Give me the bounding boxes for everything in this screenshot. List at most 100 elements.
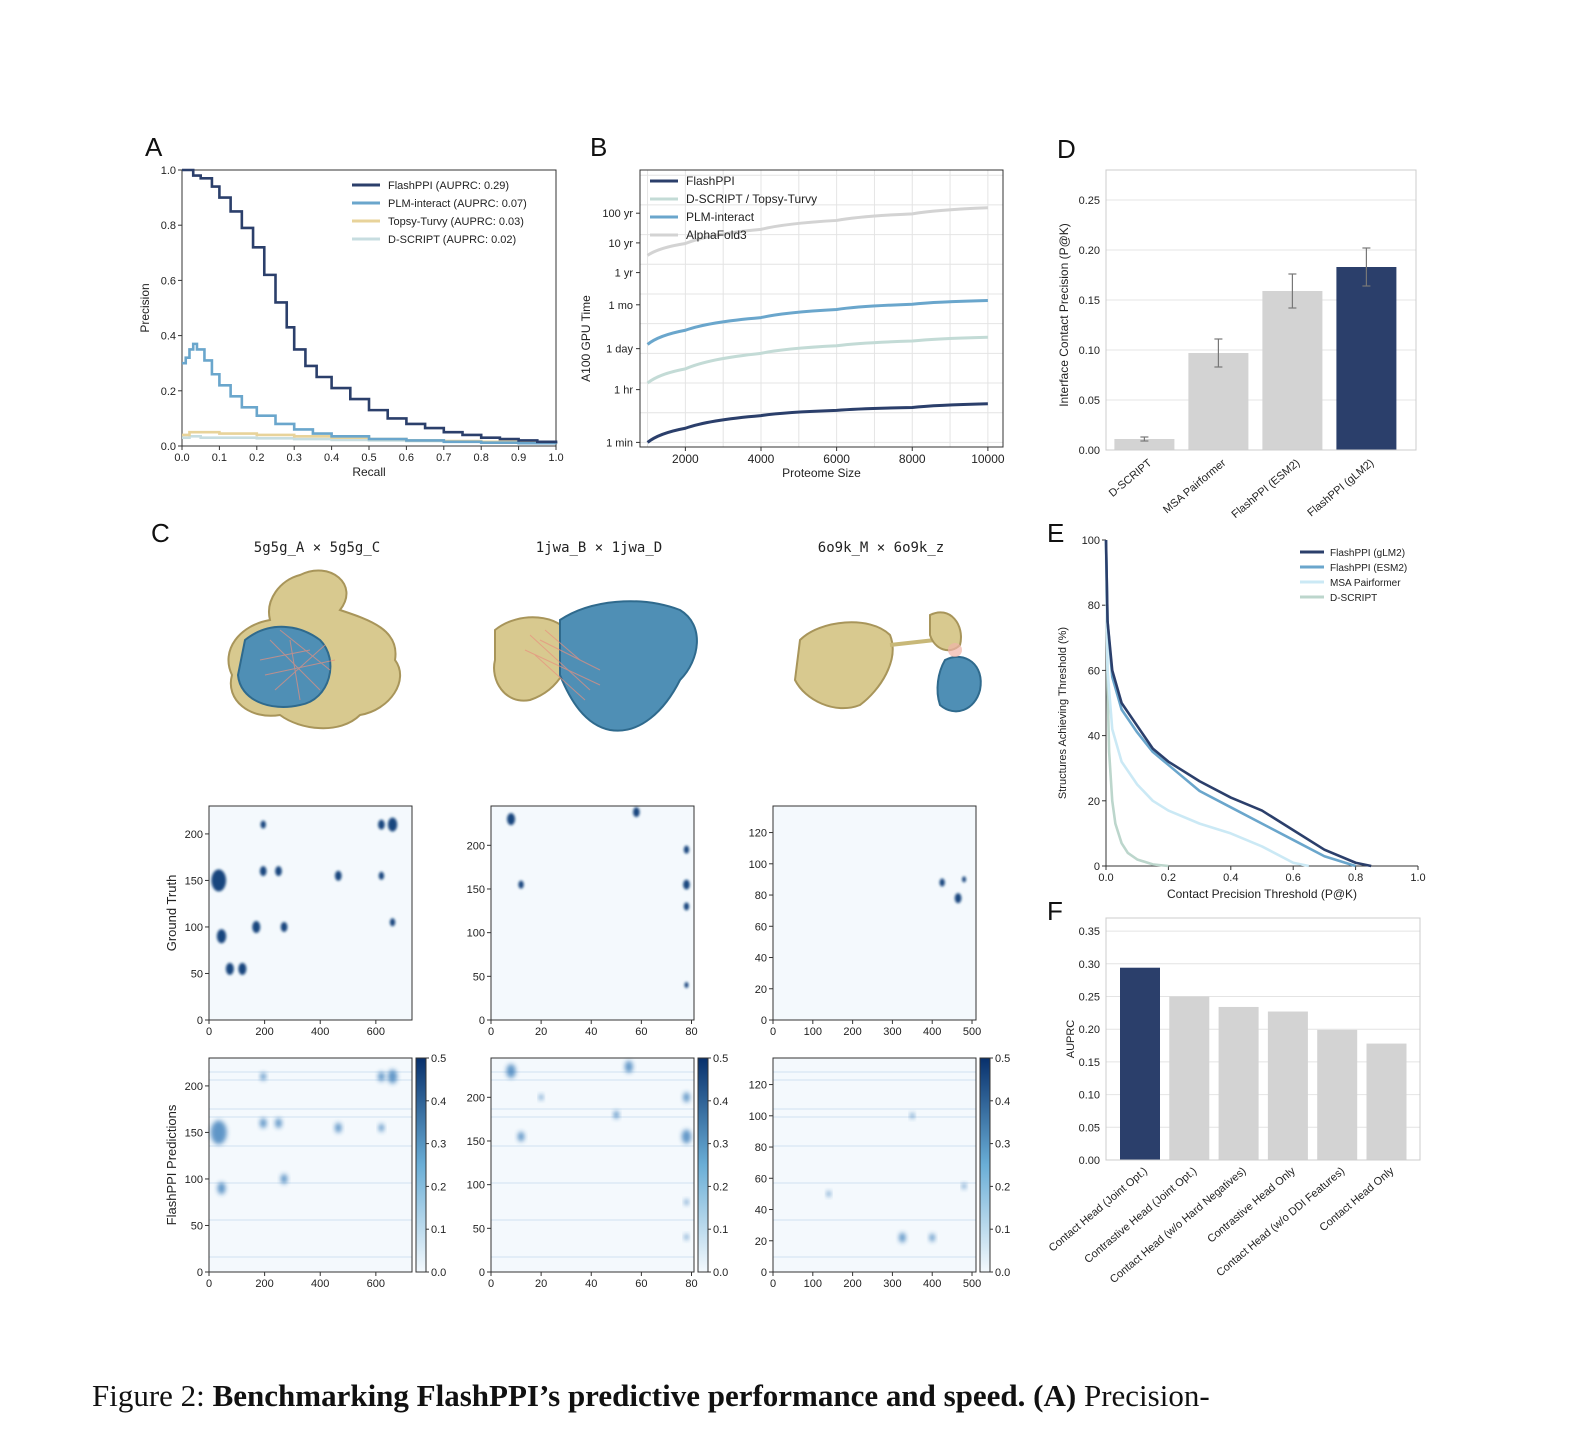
row-label: Ground Truth [164, 875, 179, 952]
protein-structure-5g5g [227, 569, 401, 730]
heatmap-frame [772, 805, 977, 1021]
y-tick-label: 50 [473, 971, 485, 983]
legend-label: AlphaFold3 [686, 228, 747, 242]
x-tick-label: 0.9 [511, 452, 526, 464]
y-tick-label: 150 [185, 1127, 203, 1139]
x-tick-label: 2000 [672, 452, 699, 466]
y-tick-label: 200 [185, 829, 203, 841]
panel-a-precision-recall-chart: 0.0 0.1 0.2 0.3 0.4 0.5 0.6 0.7 0.8 0.9 1.0 0.0 0.2 0… [138, 165, 564, 479]
figure-caption: Figure 2: Benchmarking FlashPPI’s predic… [92, 1378, 1512, 1414]
bar [1120, 967, 1160, 1160]
x-tick-label: 100 [804, 1278, 822, 1290]
bar [1114, 439, 1175, 450]
heatmap-frame [208, 1057, 413, 1273]
heatmap-cell [613, 1110, 619, 1119]
heatmap-background [209, 1058, 412, 1272]
x-tick-label: 400 [311, 1026, 329, 1038]
x-tick-label: 80 [685, 1278, 697, 1290]
y-tick-label: 0.00 [1079, 1155, 1100, 1167]
series-line [646, 402, 988, 444]
x-tick-label: 300 [883, 1026, 901, 1038]
y-tick-label: 0.2 [161, 386, 176, 398]
heatmap-cell [517, 1131, 525, 1142]
y-tick-label: 40 [755, 953, 767, 965]
heatmap-cell [684, 1199, 689, 1206]
x-tick-label: D-SCRIPT [1107, 457, 1155, 500]
heatmap-cell [259, 866, 267, 877]
x-tick-label: Contact Head (Joint Opt.) [1047, 1165, 1150, 1254]
x-tick-label: 400 [923, 1026, 941, 1038]
y-tick-label: 0.20 [1079, 245, 1100, 257]
x-axis-label: Proteome Size [782, 466, 861, 480]
colorbar-tick-label: 0.3 [431, 1139, 446, 1151]
heatmap-band [209, 1219, 412, 1221]
x-tick-label: 60 [635, 1278, 647, 1290]
heatmap-cell [683, 879, 690, 890]
y-tick-label: 0 [197, 1267, 203, 1279]
plot-frame [1105, 917, 1421, 1161]
y-tick-label: 120 [749, 1080, 767, 1092]
y-tick-label: 1 yr [615, 268, 634, 280]
heatmap-band [491, 1256, 694, 1258]
x-tick-label: 300 [883, 1278, 901, 1290]
y-tick-label: 100 [749, 1111, 767, 1123]
heatmap-cell [260, 820, 266, 829]
heatmap-cell [929, 1233, 935, 1242]
x-tick-label: 4000 [748, 452, 775, 466]
legend-label: PLM-interact [686, 210, 755, 224]
y-tick-label: 0.25 [1079, 991, 1100, 1003]
heatmap-cell [275, 1118, 282, 1129]
y-tick-label: 100 [1082, 535, 1100, 547]
heatmap-band [209, 1079, 412, 1081]
y-axis-label: AUPRC [1065, 1020, 1077, 1059]
bar [1267, 1011, 1308, 1160]
heatmap-band [491, 1219, 694, 1221]
x-axis-label: Contact Precision Threshold (P@K) [1167, 887, 1357, 901]
y-tick-label: 0.00 [1079, 445, 1100, 457]
x-tick-label: Contrastive Head Only [1205, 1165, 1298, 1246]
heatmap-cell [624, 1060, 633, 1073]
heatmap-cell [633, 807, 640, 818]
heatmap-cell [826, 1190, 831, 1197]
heatmap-background [773, 1058, 976, 1272]
x-tick-label: 40 [585, 1278, 597, 1290]
panel-label-d: D [1057, 134, 1076, 164]
panel-label-c: C [151, 518, 170, 548]
y-axis-label: Structures Achieving Threshold (%) [1057, 627, 1069, 799]
panel-f-ablation-bar-chart: 0.00 0.05 0.10 0.15 0.20 0.25 0.30 0.35 Contact … [1047, 917, 1421, 1286]
y-axis-label: Precision [138, 283, 152, 332]
y-tick-label: 60 [755, 921, 767, 933]
series-line [646, 335, 988, 385]
series-line [1104, 539, 1310, 868]
bar [1336, 267, 1397, 450]
heatmap-cell [507, 813, 516, 826]
heatmap-cell [506, 1064, 516, 1079]
y-tick-label: 60 [1088, 665, 1100, 677]
colorbar-tick-label: 0.5 [713, 1053, 728, 1065]
x-tick-label: 400 [311, 1278, 329, 1290]
bar [1188, 353, 1249, 450]
caption-rest: Precision- [1083, 1378, 1210, 1413]
heatmap-band [209, 1182, 412, 1184]
y-tick-label: 10 yr [609, 238, 634, 250]
y-tick-label: 200 [185, 1081, 203, 1093]
heatmap-cell [378, 819, 385, 830]
heatmap-cell [683, 1092, 690, 1103]
heatmap-cell [910, 1112, 915, 1119]
series-line [1104, 539, 1356, 868]
colorbar-tick-label: 0.4 [431, 1096, 446, 1108]
series-line [182, 168, 558, 444]
heatmap-band [773, 1145, 976, 1147]
x-tick-label: 0 [206, 1278, 212, 1290]
heatmap-band [773, 1079, 976, 1081]
colorbar-tick-label: 0.0 [713, 1267, 728, 1279]
y-tick-label: 80 [1088, 600, 1100, 612]
heatmap-cell [378, 1123, 385, 1132]
x-tick-label: 600 [367, 1026, 385, 1038]
y-tick-label: 0.4 [161, 331, 176, 343]
y-tick-label: 80 [755, 1142, 767, 1154]
x-tick-label: 0.6 [1286, 872, 1301, 884]
x-tick-label: 6000 [823, 452, 850, 466]
protein-structure-6o9k [793, 611, 982, 713]
